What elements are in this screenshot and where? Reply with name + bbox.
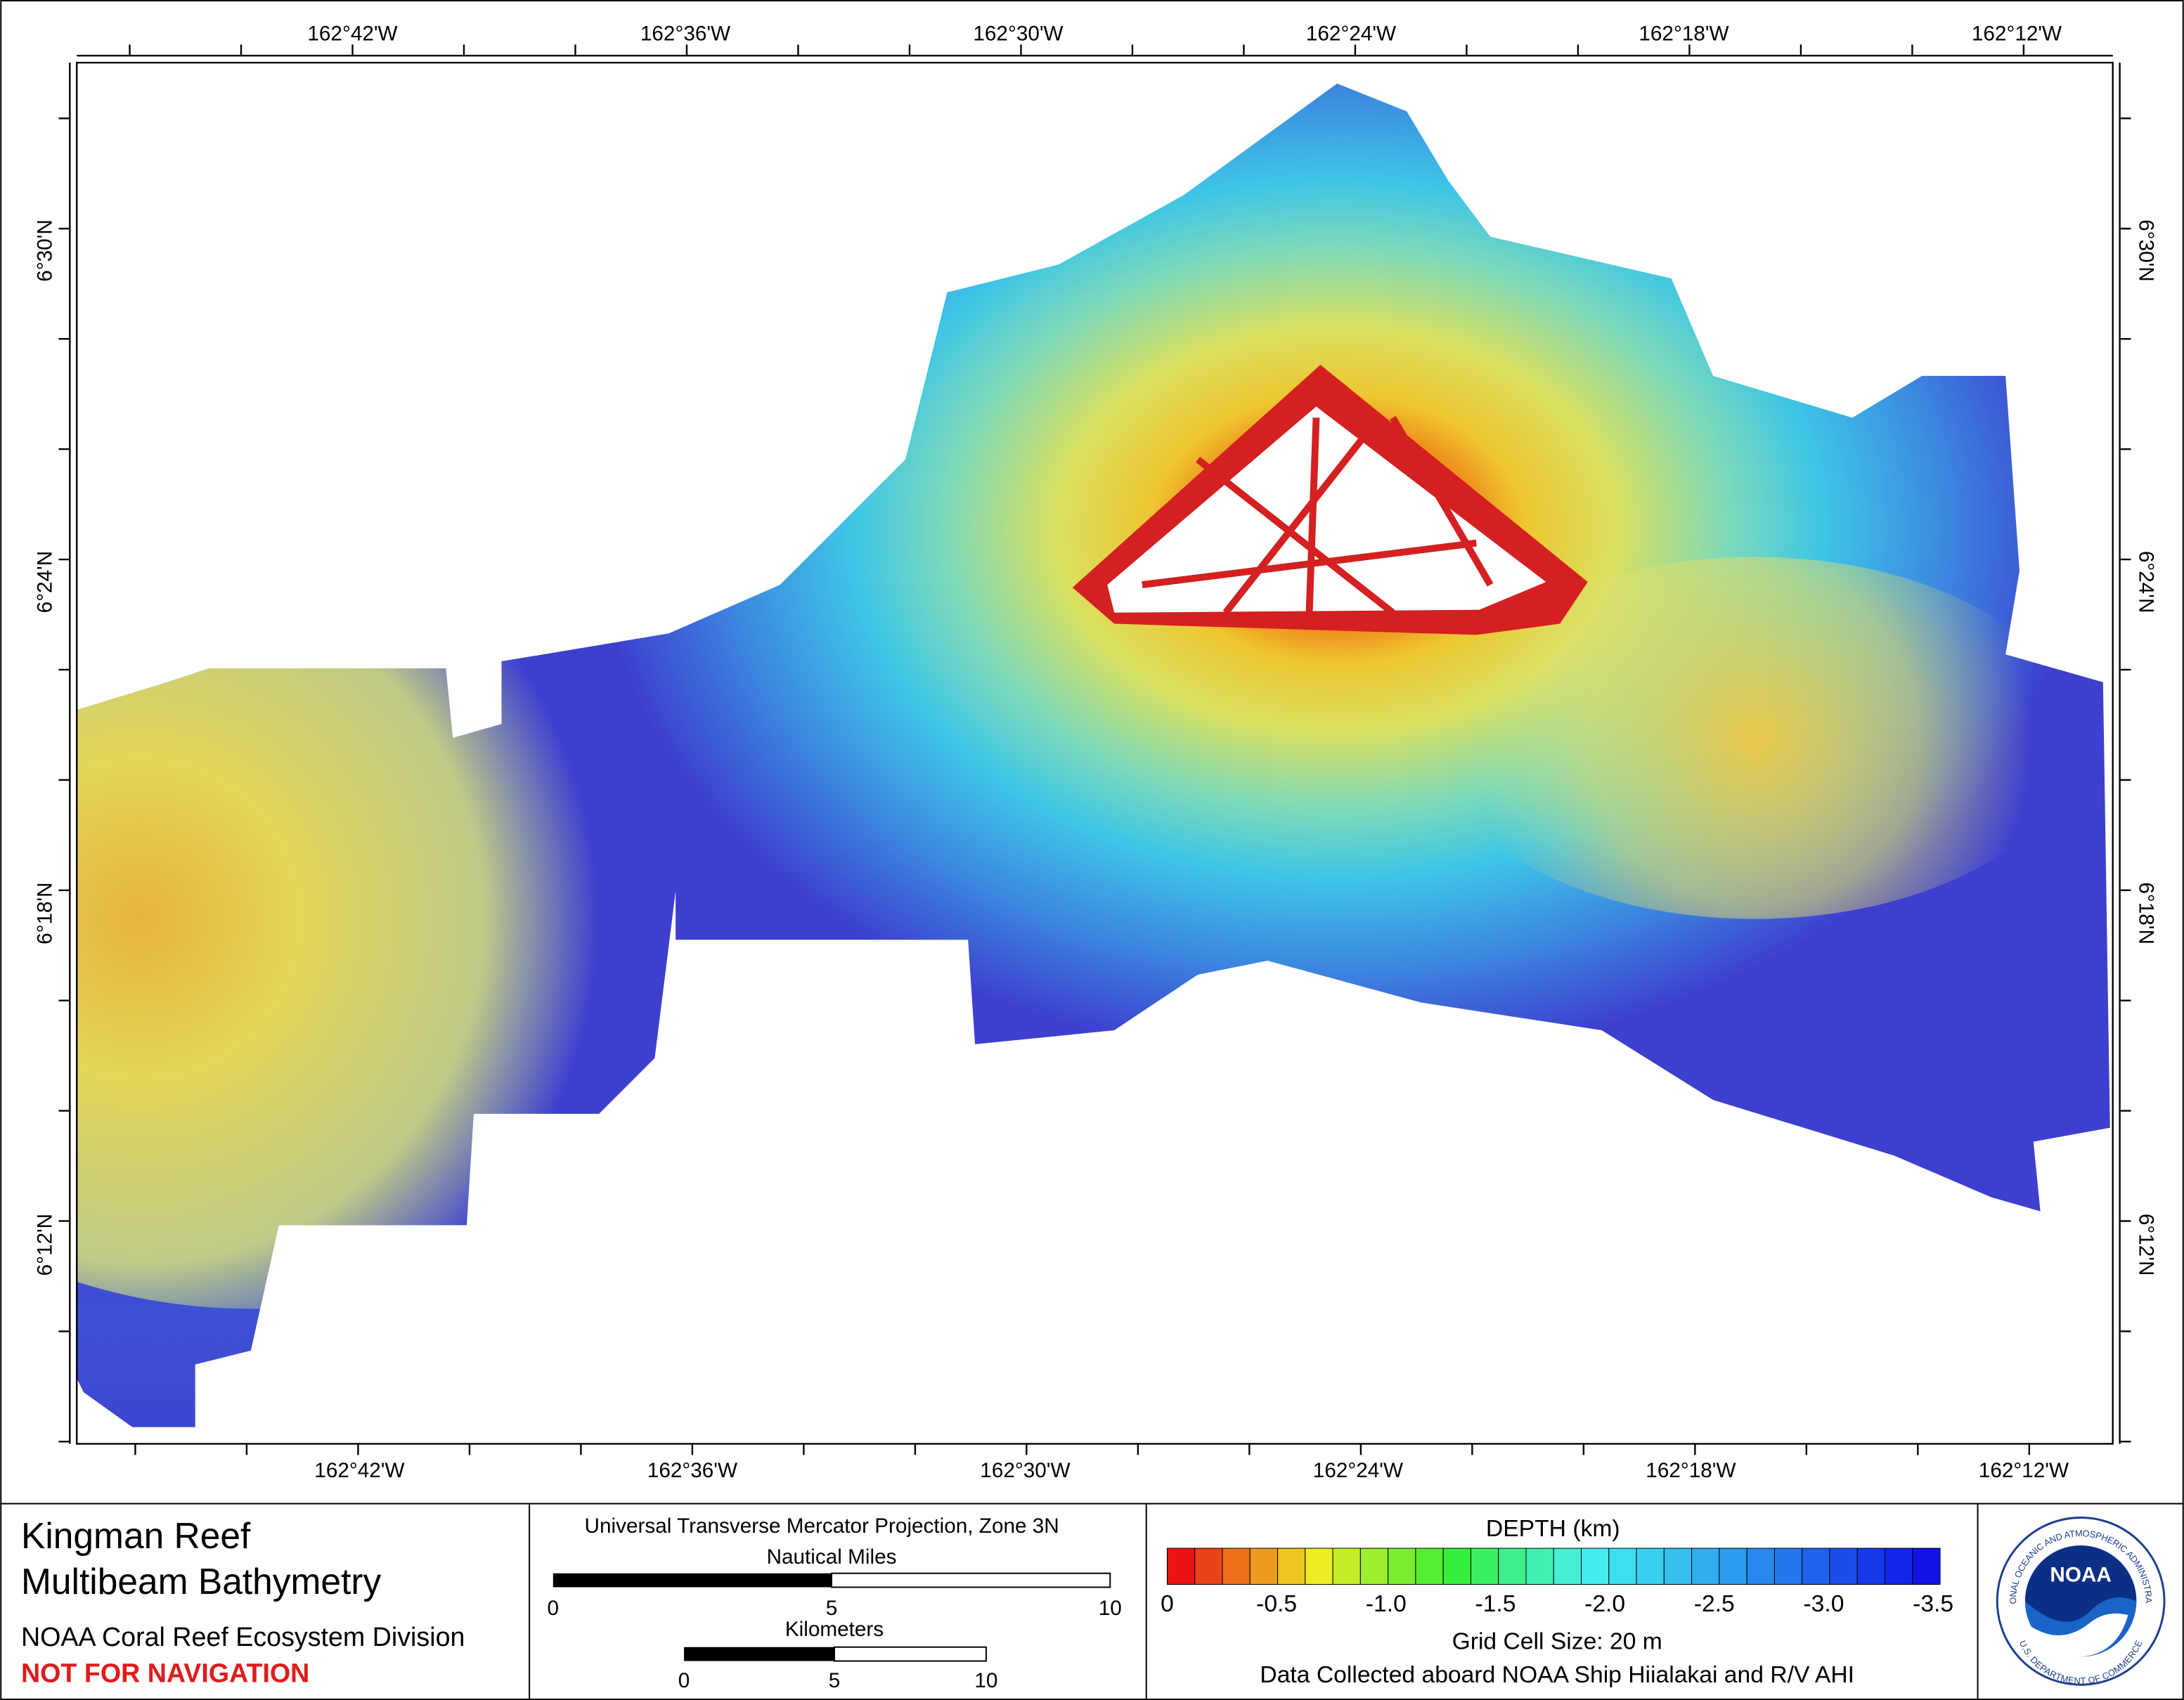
color-cell: [1498, 1547, 1527, 1585]
longitude-label: 162°30'W: [980, 1459, 1070, 1482]
subtitle: Multibeam Bathymetry: [21, 1561, 382, 1602]
color-cell: [1525, 1547, 1554, 1585]
color-cell: [1912, 1547, 1941, 1585]
color-cell: [1608, 1547, 1637, 1585]
legend-tick: 0: [1161, 1591, 1174, 1617]
color-cell: [1581, 1547, 1610, 1585]
legend-ticks: 0 -0.5 -1.0 -1.5 -2.0 -2.5 -3.0 -3.5: [1161, 1591, 1953, 1617]
longitude-label: 162°30'W: [973, 22, 1063, 45]
longitude-label: 162°18'W: [1646, 1459, 1736, 1482]
legend-tick: -0.5: [1256, 1591, 1297, 1617]
legend-tick: -1.5: [1475, 1591, 1516, 1617]
graticule-ticks: [58, 44, 2131, 1455]
scale-tick: 5: [826, 1597, 838, 1620]
scale-tick: 10: [974, 1669, 997, 1692]
color-cell: [1470, 1547, 1499, 1585]
color-cell: [1277, 1547, 1306, 1585]
longitude-label: 162°36'W: [640, 22, 730, 45]
longitude-label: 162°24'W: [1306, 22, 1396, 45]
scale-bar: [831, 1572, 1111, 1588]
color-cell: [1802, 1547, 1830, 1585]
projection: Universal Transverse Mercator Projection…: [585, 1514, 1059, 1538]
legend-title: DEPTH (km): [1486, 1516, 1620, 1542]
scale-tick: 10: [1099, 1597, 1122, 1620]
credit: Data Collected aboard NOAA Ship Hiialaka…: [1260, 1662, 1854, 1688]
color-cell: [1553, 1547, 1582, 1585]
scale-block: Universal Transverse Mercator Projection…: [548, 1514, 1122, 1692]
latitude-label: 6°18'N: [33, 882, 56, 945]
lagoon-tracks: [1142, 415, 1494, 616]
color-cell: [1884, 1547, 1913, 1585]
color-cell: [1166, 1547, 1196, 1585]
color-cell: [1773, 1547, 1803, 1585]
color-cell: [1415, 1547, 1444, 1585]
scale-tick: 0: [548, 1597, 560, 1620]
scale-tick: 5: [829, 1669, 841, 1692]
logo-name: NOAA: [2050, 1564, 2111, 1587]
longitude-label: 162°18'W: [1639, 22, 1729, 45]
scale-label: Kilometers: [785, 1618, 884, 1641]
depth-legend: DEPTH (km) 0 -0.5 -1.0 -1.5 -2.0 -2.5 -3.0 -3.5…: [1161, 1516, 1953, 1688]
legend-tick: -3.0: [1803, 1591, 1844, 1617]
color-cell: [1222, 1547, 1251, 1585]
coordinate-labels: 162°42'W 162°42'W 162°36'W 162°36'W 162°30'W…: [33, 22, 2157, 1482]
color-cell: [1719, 1547, 1747, 1585]
longitude-label: 162°42'W: [314, 1459, 404, 1482]
longitude-label: 162°36'W: [647, 1459, 737, 1482]
grid-cell: Grid Cell Size: 20 m: [1452, 1629, 1662, 1655]
atoll-lagoon: [1107, 406, 1546, 613]
scale-bar: [684, 1647, 834, 1661]
color-cell: [1332, 1547, 1361, 1585]
scale-label: Nautical Miles: [767, 1545, 897, 1569]
scale-bar: [553, 1573, 832, 1588]
latitude-label: 6°18'N: [2134, 882, 2157, 945]
longitude-label: 162°42'W: [307, 22, 397, 45]
map-frame: [76, 61, 2114, 1445]
latitude-label: 6°24'N: [33, 551, 56, 614]
title-block: Kingman Reef Multibeam Bathymetry NOAA C…: [21, 1515, 465, 1687]
color-bar: [1166, 1547, 1941, 1585]
latitude-label: 6°24'N: [2134, 551, 2157, 614]
longitude-label: 162°12'W: [1972, 22, 2062, 45]
color-cell: [1359, 1547, 1389, 1585]
latitude-label: 6°30'N: [33, 219, 56, 282]
color-cell: [1691, 1547, 1720, 1585]
color-cell: [1194, 1547, 1223, 1585]
latitude-label: 6°12'N: [2134, 1214, 2157, 1276]
color-cell: [1249, 1547, 1279, 1585]
title: Kingman Reef: [21, 1515, 251, 1556]
longitude-label: 162°12'W: [1979, 1459, 2069, 1482]
color-cell: [1305, 1547, 1333, 1585]
legend-tick: -3.5: [1913, 1591, 1953, 1617]
warning: NOT FOR NAVIGATION: [21, 1658, 309, 1687]
color-cell: [1636, 1547, 1665, 1585]
color-cell: [1746, 1547, 1775, 1585]
legend-tick: -1.0: [1366, 1591, 1407, 1617]
latitude-label: 6°30'N: [2134, 219, 2157, 282]
legend-tick: -2.5: [1694, 1591, 1735, 1617]
organization: NOAA Coral Reef Ecosystem Division: [21, 1622, 465, 1652]
scale-tick: 0: [678, 1669, 690, 1692]
color-cell: [1663, 1547, 1693, 1585]
color-cell: [1829, 1547, 1858, 1585]
scale-bar: [833, 1646, 987, 1662]
color-cell: [1388, 1547, 1416, 1585]
color-cell: [1856, 1547, 1885, 1585]
color-cell: [1442, 1547, 1471, 1585]
longitude-label: 162°24'W: [1313, 1459, 1403, 1482]
legend-tick: -2.0: [1584, 1591, 1625, 1617]
latitude-label: 6°12'N: [33, 1214, 56, 1276]
